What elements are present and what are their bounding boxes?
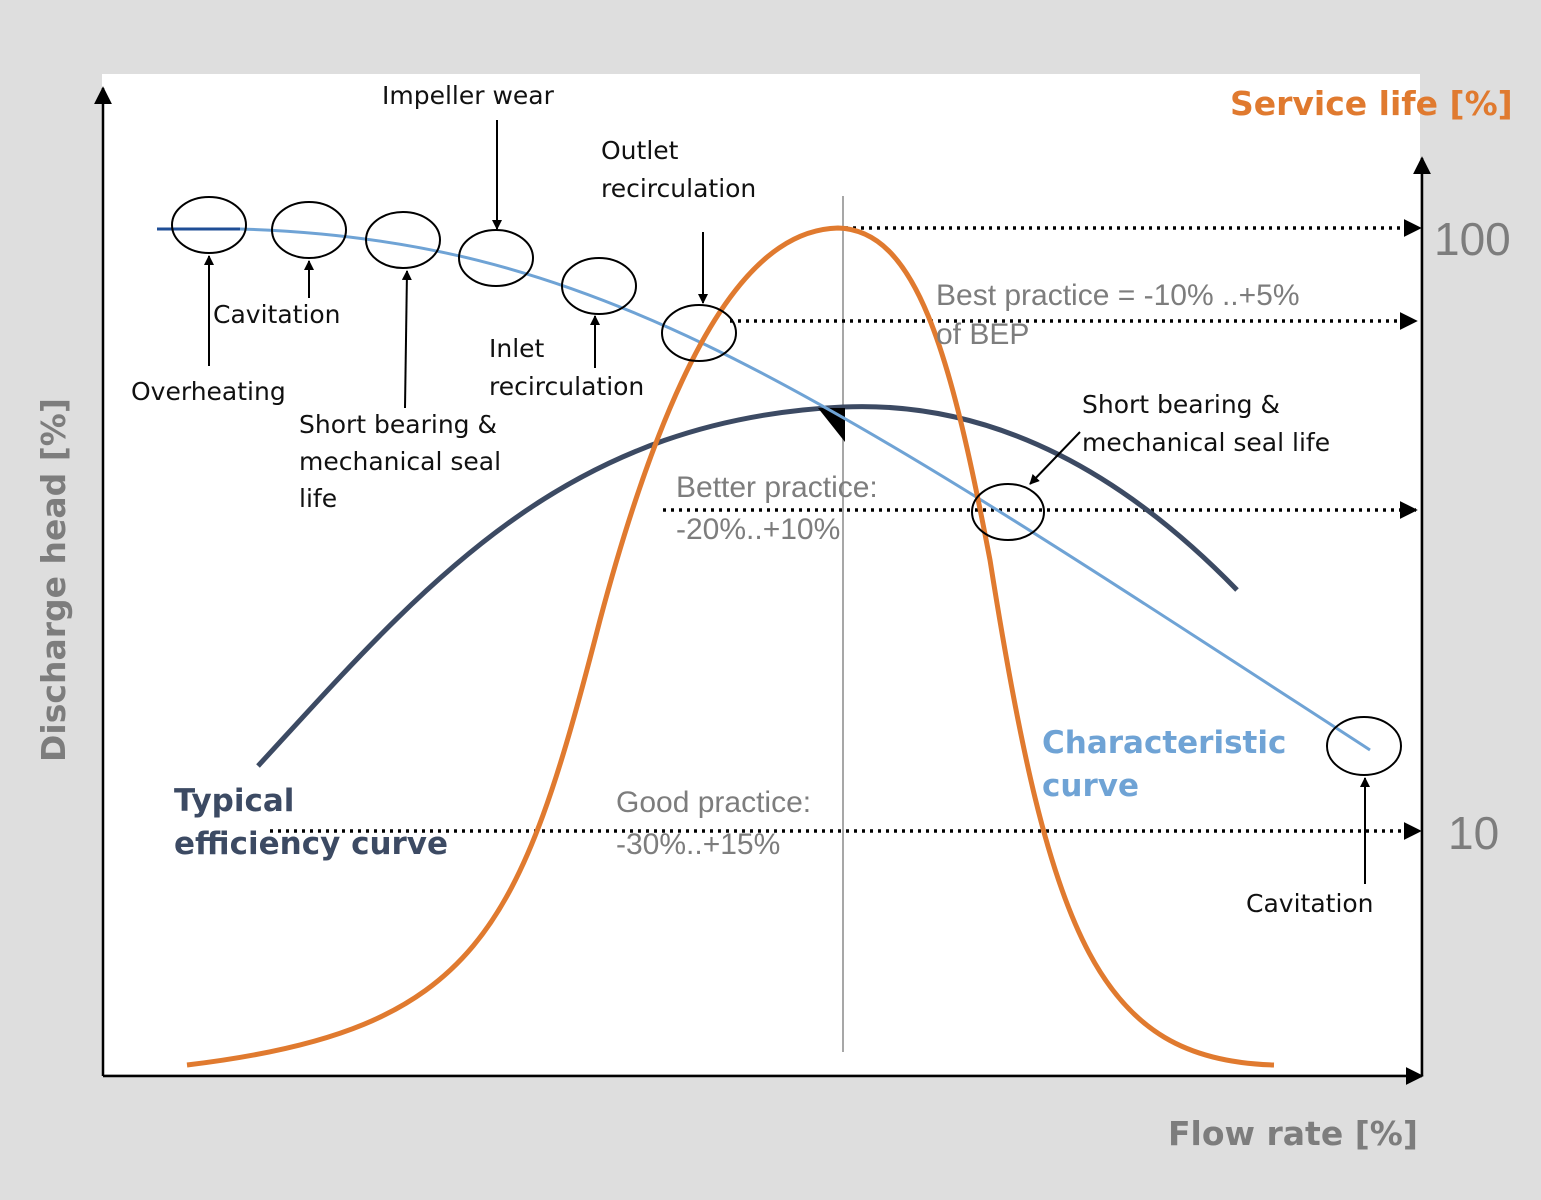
left-axis-title: Discharge head [%] [34,398,74,762]
cavitation-low-label: Cavitation [213,300,341,329]
characteristic-curve-label: Characteristic curve [1042,725,1287,805]
best-practice-label: Best practice = -10% ..+5% of BEP [936,279,1300,351]
right-axis-title: Service life [%] [1230,84,1513,123]
overheating-label: Overheating [131,377,286,406]
x-axis-title: Flow rate [%] [1168,1114,1418,1153]
efficiency-curve-label: Typical efficiency curve [174,783,449,863]
arrow-short-bearing-right [1029,431,1081,485]
ellipse-short-bearing-right [971,483,1045,541]
outlet-recirculation-label: Outlet recirculation [601,136,757,203]
ellipse-inlet-recirculation [561,257,637,315]
bep-marker [818,408,845,442]
ellipse-cavitation-high [1326,716,1402,776]
ellipse-short-bearing-left [365,211,441,269]
inlet-recirculation-label: Inlet recirculation [489,334,645,401]
good-practice-label: Good practice: -30%..+15% [616,786,812,861]
short-bearing-left-label: Short bearing & mechanical seal life [299,410,502,513]
ellipse-overheating [171,196,247,254]
efficiency-curve [256,404,1239,768]
service-life-curve [186,225,1275,1068]
ellipse-outlet-recirculation [661,304,737,362]
right-axis-tick-10: 10 [1448,807,1500,859]
better-practice-label: Better practice: -20%..+10% [676,471,878,546]
impeller-wear-label: Impeller wear [382,81,554,110]
arrow-short-bearing-left [401,270,412,409]
plot-panel [102,74,1420,1074]
right-axis-tick-100: 100 [1434,213,1511,265]
short-bearing-right-label: Short bearing & mechanical seal life [1082,390,1331,457]
cavitation-high-label: Cavitation [1246,889,1374,918]
ellipse-impeller-wear [458,229,534,287]
ellipse-cavitation-low [271,201,347,259]
characteristic-curve [239,227,1371,752]
